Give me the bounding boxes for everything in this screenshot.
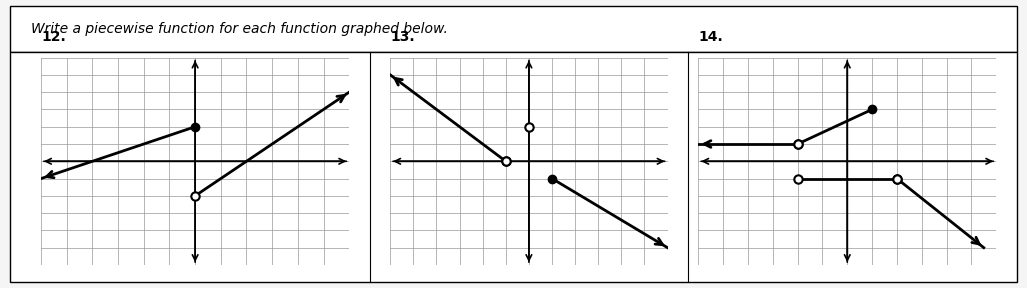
Text: 14.: 14. [698, 31, 723, 44]
Text: 13.: 13. [390, 31, 415, 44]
Text: Write a piecewise function for each function graphed below.: Write a piecewise function for each func… [31, 22, 448, 36]
Text: 12.: 12. [41, 31, 66, 44]
Bar [10, 52, 1017, 282]
Bar [10, 6, 1017, 52]
